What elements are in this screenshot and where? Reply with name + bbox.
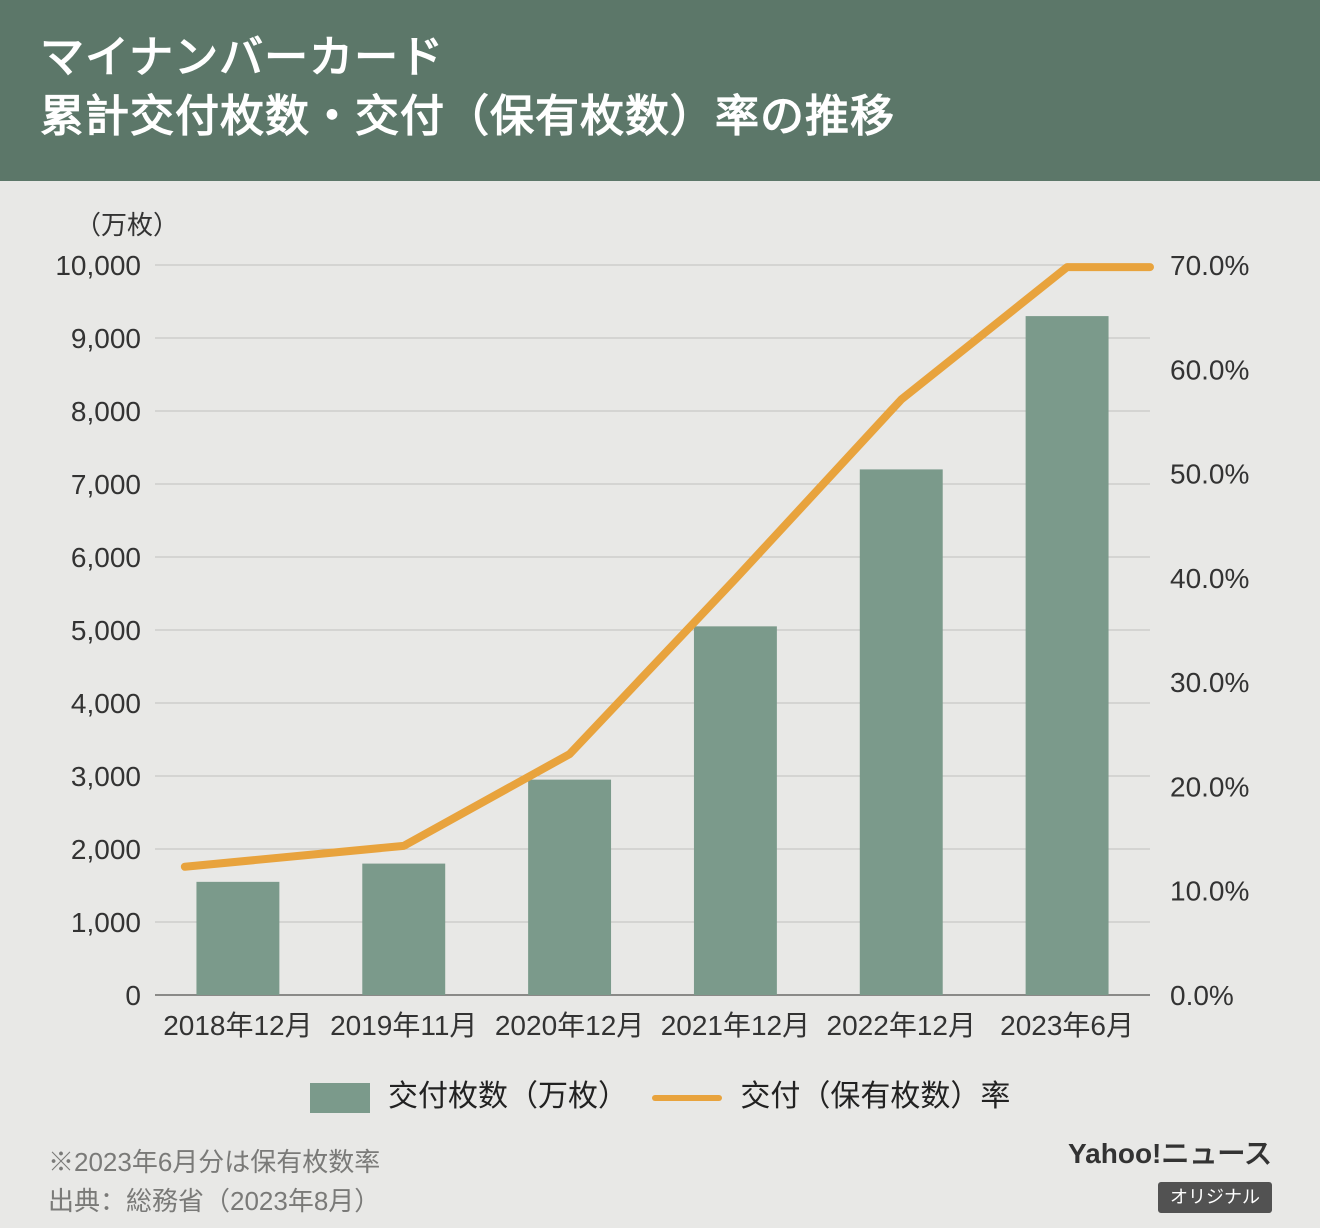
y-left-tick: 1,000 — [71, 907, 141, 938]
y-left-tick: 10,000 — [55, 250, 141, 281]
bar-line-chart: 0 1,000 2,000 3,000 4,000 5,000 6,000 7,000 8,00… — [40, 205, 1280, 1065]
y-left-tick: 7,000 — [71, 469, 141, 500]
y-left-tick: 4,000 — [71, 688, 141, 719]
y-right-tick: 30.0% — [1170, 667, 1249, 698]
y-right-tick: 60.0% — [1170, 354, 1249, 385]
x-tick: 2018年12月 — [163, 1010, 312, 1041]
y-left-tick: 9,000 — [71, 323, 141, 354]
trend-line — [185, 267, 1150, 867]
y-right-tick: 20.0% — [1170, 771, 1249, 802]
x-tick: 2022年12月 — [827, 1010, 976, 1041]
legend: 交付枚数（万枚） 交付（保有枚数）率 — [40, 1071, 1280, 1115]
bar — [694, 626, 777, 995]
page-title: マイナンバーカード 累計交付枚数・交付（保有枚数）率の推移 — [40, 28, 1280, 147]
legend-bar-label: 交付枚数（万枚） — [388, 1080, 628, 1113]
y-left-tick: 2,000 — [71, 834, 141, 865]
x-tick: 2021年12月 — [661, 1010, 810, 1041]
y-left-tick: 0 — [125, 980, 141, 1011]
chart-container: （万枚） 0 1,000 2,000 3,000 4,000 5,000 6,000 7,00… — [0, 181, 1320, 1115]
title-line-1: マイナンバーカード — [40, 33, 444, 82]
source-brand: Yahoo!ニュース オリジナル — [1068, 1133, 1272, 1214]
bar — [860, 469, 943, 995]
gridlines — [155, 265, 1150, 995]
y-left-tick: 3,000 — [71, 761, 141, 792]
legend-bar-item: 交付枚数（万枚） — [310, 1071, 628, 1115]
title-line-2: 累計交付枚数・交付（保有枚数）率の推移 — [40, 92, 895, 141]
x-tick: 2020年12月 — [495, 1010, 644, 1041]
y-left-unit-label: （万枚） — [75, 205, 179, 242]
legend-line-swatch — [652, 1095, 722, 1101]
y-left-tick: 6,000 — [71, 542, 141, 573]
brand-text: Yahoo!ニュース — [1068, 1133, 1272, 1175]
legend-line-item: 交付（保有枚数）率 — [652, 1071, 1010, 1115]
bar — [362, 863, 445, 994]
y-right-tick: 50.0% — [1170, 458, 1249, 489]
footnotes: ※2023年6月分は保有枚数率 出典：総務省（2023年8月） Yahoo!ニュ… — [0, 1115, 1320, 1221]
bar — [196, 882, 279, 995]
header-bar: マイナンバーカード 累計交付枚数・交付（保有枚数）率の推移 — [0, 0, 1320, 181]
bar — [528, 779, 611, 994]
legend-bar-swatch — [310, 1083, 370, 1113]
legend-line-label: 交付（保有枚数）率 — [740, 1080, 1010, 1113]
y-right-tick: 70.0% — [1170, 250, 1249, 281]
y-left-tick: 5,000 — [71, 615, 141, 646]
y-right-tick: 0.0% — [1170, 980, 1234, 1011]
y-left-tick: 8,000 — [71, 396, 141, 427]
x-tick: 2023年6月 — [1000, 1010, 1134, 1041]
bar — [1026, 316, 1109, 995]
x-tick: 2019年11月 — [330, 1010, 477, 1041]
brand-tag: オリジナル — [1158, 1182, 1272, 1213]
y-right-tick: 10.0% — [1170, 875, 1249, 906]
y-right-tick: 40.0% — [1170, 563, 1249, 594]
